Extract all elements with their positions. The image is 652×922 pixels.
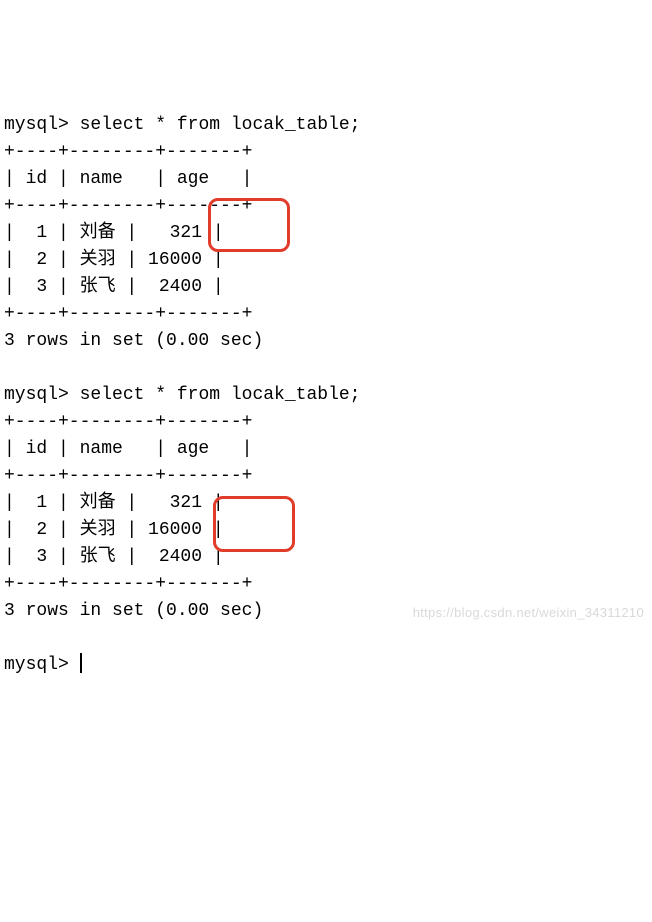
table-row: | 3 | 张飞 | 2400 | [4, 547, 224, 567]
mysql-prompt: mysql> [4, 115, 69, 135]
table-row: | 2 | 关羽 | 16000 | [4, 250, 224, 270]
table-divider: +----+--------+-------+ [4, 142, 252, 162]
table-divider: +----+--------+-------+ [4, 574, 252, 594]
sql-statement-2: select * from locak_table; [80, 385, 361, 405]
table-row: | 2 | 关羽 | 16000 | [4, 520, 224, 540]
result-footer: 3 rows in set (0.00 sec) [4, 601, 263, 621]
table-divider: +----+--------+-------+ [4, 196, 252, 216]
sql-statement-1: select * from locak_table; [80, 115, 361, 135]
watermark: https://blog.csdn.net/weixin_34311210 [413, 603, 644, 623]
table-header: | id | name | age | [4, 439, 252, 459]
table-divider: +----+--------+-------+ [4, 304, 252, 324]
table-divider: +----+--------+-------+ [4, 466, 252, 486]
table-row: | 1 | 刘备 | 321 | [4, 223, 224, 243]
terminal-output: mysql> select * from locak_table; +----+… [4, 112, 648, 733]
highlight-box-2 [213, 496, 295, 552]
result-footer: 3 rows in set (0.00 sec) [4, 331, 263, 351]
table-row: | 3 | 张飞 | 2400 | [4, 277, 224, 297]
table-divider: +----+--------+-------+ [4, 412, 252, 432]
mysql-prompt: mysql> [4, 655, 69, 675]
table-row: | 1 | 刘备 | 321 | [4, 493, 224, 513]
cursor-icon [80, 653, 82, 673]
table-header: | id | name | age | [4, 169, 252, 189]
mysql-prompt: mysql> [4, 385, 69, 405]
